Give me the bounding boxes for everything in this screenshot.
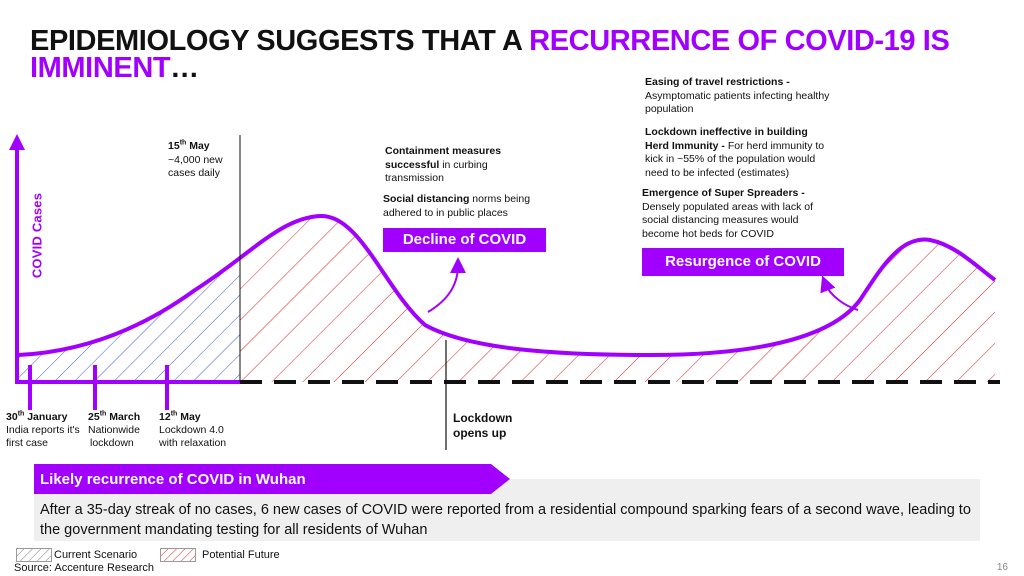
title-part2: … bbox=[170, 52, 199, 84]
title-accent: RECURRENCE OF COVID-19 IS IMMINENT bbox=[30, 25, 950, 84]
covid-curve bbox=[17, 213, 997, 358]
lockdown-opens-label: Lockdown opens up bbox=[453, 411, 513, 440]
event-mar25: 25th March Nationwide lockdown bbox=[88, 410, 141, 450]
resurgence-arrow bbox=[820, 275, 859, 311]
event-may12: 12th May Lockdown 4.0 with relaxation bbox=[159, 410, 227, 450]
current-scenario-area bbox=[18, 257, 240, 382]
page-title: EPIDEMIOLOGY SUGGESTS THAT A RECURRENCE … bbox=[30, 25, 990, 84]
legend-current-swatch bbox=[16, 548, 52, 562]
y-axis-arrow bbox=[9, 134, 25, 150]
y-axis-label: COVID Cases bbox=[29, 192, 45, 279]
event-jan30: 30th January India reports it's first ca… bbox=[6, 410, 80, 450]
annotation-herd-immunity: Lockdown ineffective in building Herd Im… bbox=[645, 126, 825, 179]
resurgence-of-covid-label: Resurgence of COVID bbox=[642, 248, 844, 276]
page-number: 16 bbox=[996, 562, 1008, 573]
decline-arrow bbox=[427, 257, 466, 313]
wuhan-banner-text: Likely recurrence of COVID in Wuhan bbox=[40, 471, 306, 488]
potential-future-area bbox=[240, 215, 995, 382]
title-part1: EPIDEMIOLOGY SUGGESTS THAT A bbox=[30, 25, 530, 57]
legend-future-label: Potential Future bbox=[202, 549, 280, 561]
annotation-social-distancing: Social distancing norms being adhered to… bbox=[383, 193, 531, 219]
decline-of-covid-label: Decline of COVID bbox=[383, 228, 546, 252]
source-note: Source: Accenture Research bbox=[14, 562, 155, 574]
annotation-easing: Easing of travel restrictions - Asymptom… bbox=[645, 76, 830, 115]
annotation-containment: Containment measures successful in curbi… bbox=[385, 145, 502, 184]
annotation-super-spreaders: Emergence of Super Spreaders - Densely p… bbox=[642, 187, 814, 240]
wuhan-panel-text: After a 35-day streak of no cases, 6 new… bbox=[40, 502, 971, 538]
legend-current-label: Current Scenario bbox=[54, 549, 138, 561]
annotation-may15: 15th May ~4,000 new cases daily bbox=[168, 139, 223, 180]
wuhan-banner bbox=[34, 464, 510, 494]
legend-future-swatch bbox=[160, 548, 196, 562]
